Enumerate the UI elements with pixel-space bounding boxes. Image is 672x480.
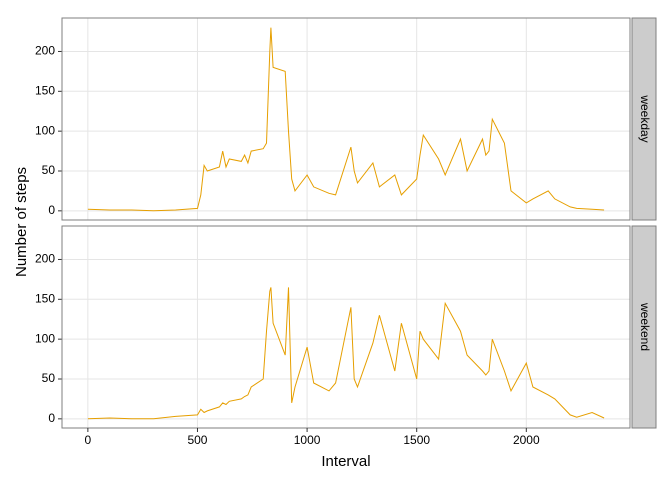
y-tick-label: 150 [35, 291, 55, 305]
y-tick-label: 50 [42, 371, 56, 385]
y-tick-label: 100 [35, 331, 55, 345]
y-tick-label: 50 [42, 163, 56, 177]
strip [631, 17, 657, 221]
x-tick-label: 0 [85, 433, 92, 447]
panel-background [62, 226, 630, 428]
x-tick-label: 1500 [403, 433, 430, 447]
x-tick-label: 1000 [294, 433, 321, 447]
y-tick-label: 200 [35, 44, 55, 58]
panel-background [62, 18, 630, 220]
strip-label: weekend [638, 302, 652, 351]
y-tick-label: 0 [48, 203, 55, 217]
x-tick-label: 500 [187, 433, 207, 447]
strip-label: weekday [638, 94, 652, 142]
panel-border [61, 225, 631, 429]
y-axis-title: Number of steps [13, 167, 30, 277]
line [87, 287, 605, 420]
y-tick-label: 100 [35, 123, 55, 137]
panel-border [61, 17, 631, 221]
x-tick-label: 2000 [513, 433, 540, 447]
y-tick-label: 150 [35, 83, 55, 97]
y-tick-label: 0 [48, 411, 55, 425]
y-tick-label: 200 [35, 252, 55, 266]
strip [631, 225, 657, 429]
line [87, 27, 605, 212]
x-axis-title: Interval [321, 453, 370, 470]
